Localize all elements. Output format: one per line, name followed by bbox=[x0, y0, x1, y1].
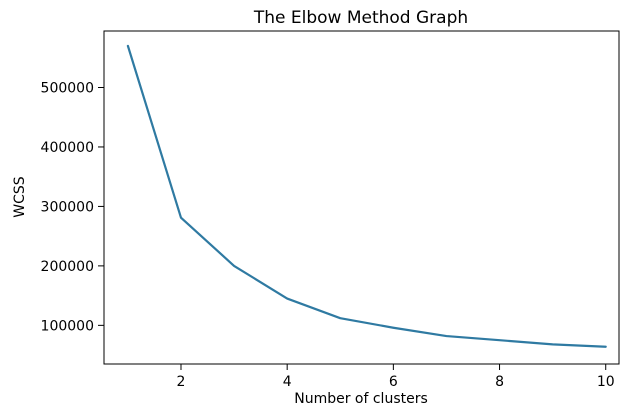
x-tick-label: 6 bbox=[389, 374, 398, 390]
x-axis-label: Number of clusters bbox=[294, 391, 428, 407]
y-tick-label: 400000 bbox=[41, 140, 94, 156]
x-axis: 2 4 6 8 10 bbox=[177, 364, 615, 390]
series-line bbox=[126, 44, 607, 348]
x-tick-label: 8 bbox=[495, 374, 504, 390]
y-tick-label: 300000 bbox=[41, 199, 94, 215]
y-tick-label: 200000 bbox=[41, 259, 94, 275]
x-tick-label: 4 bbox=[283, 374, 292, 390]
y-axis-label: WCSS bbox=[12, 176, 28, 218]
x-tick-label: 2 bbox=[177, 374, 186, 390]
y-axis: 100000 200000 300000 400000 500000 bbox=[41, 80, 104, 334]
chart-title: The Elbow Method Graph bbox=[253, 8, 468, 28]
y-tick-label: 100000 bbox=[41, 318, 94, 334]
axes-layer bbox=[103, 30, 620, 365]
y-tick-label: 500000 bbox=[41, 80, 94, 96]
plot-frame bbox=[103, 30, 620, 365]
x-tick-label: 10 bbox=[597, 374, 615, 390]
series-layer bbox=[126, 44, 607, 348]
